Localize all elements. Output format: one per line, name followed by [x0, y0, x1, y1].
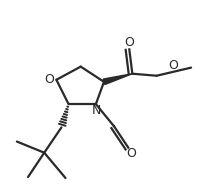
Text: O: O: [124, 36, 134, 49]
Text: N: N: [92, 104, 102, 117]
Text: O: O: [126, 147, 136, 160]
Polygon shape: [103, 74, 132, 85]
Text: O: O: [168, 59, 178, 72]
Text: O: O: [44, 73, 54, 86]
